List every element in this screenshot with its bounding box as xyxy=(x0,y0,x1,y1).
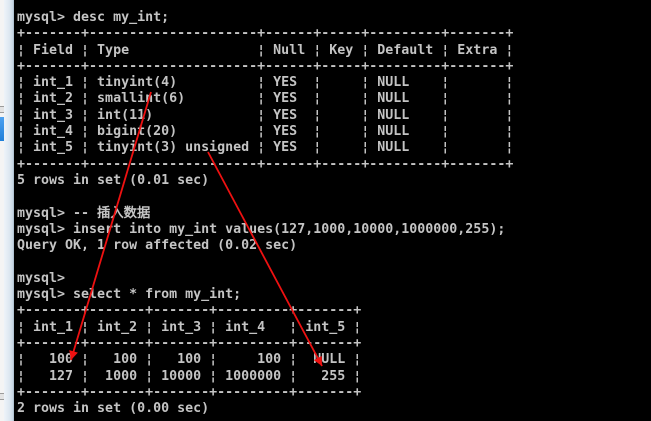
console-line: 2 rows in set (0.00 sec) xyxy=(17,401,210,417)
console-line: ¦ int_4 ¦ bigint(20) ¦ YES ¦ ¦ NULL ¦ ¦ xyxy=(17,124,514,140)
console-line: +-------+---------------------+------+--… xyxy=(17,58,514,74)
console-line: ¦ int_2 ¦ smallint(6) ¦ YES ¦ ¦ NULL ¦ ¦ xyxy=(17,91,514,107)
console-line: +-------+---------------------+------+--… xyxy=(17,26,514,42)
console-line: ¦ 127 ¦ 1000 ¦ 10000 ¦ 1000000 ¦ 255 ¦ xyxy=(17,368,362,384)
console-line: ¦ int_1 ¦ int_2 ¦ int_3 ¦ int_4 ¦ int_5 … xyxy=(17,319,362,335)
background-window-edge xyxy=(0,0,4,421)
console-line: +-------+-------+-------+---------+-----… xyxy=(17,384,362,400)
console-line: ¦ int_1 ¦ tinyint(4) ¦ YES ¦ ¦ NULL ¦ ¦ xyxy=(17,75,514,91)
console-line: +-------+-------+-------+---------+-----… xyxy=(17,335,362,351)
console-line: ¦ int_5 ¦ tinyint(3) unsigned ¦ YES ¦ ¦ … xyxy=(17,140,514,156)
console-line: mysql> insert into my_int values(127,100… xyxy=(17,221,506,237)
console-line: ¦ int_3 ¦ int(11) ¦ YES ¦ ¦ NULL ¦ ¦ xyxy=(17,107,514,123)
console-line: +-------+-------+-------+---------+-----… xyxy=(17,303,362,319)
console-line xyxy=(17,254,513,270)
mysql-console-window[interactable]: mysql> desc my_int; +-------+------------… xyxy=(14,0,651,421)
console-line: mysql> select * from my_int; xyxy=(17,287,242,303)
console-line: mysql> -- 插入数据 xyxy=(17,205,151,221)
console-line: Query OK, 1 row affected (0.02 sec) xyxy=(17,238,298,254)
console-line: +-------+---------------------+------+--… xyxy=(17,156,514,172)
console-line: ¦ 100 ¦ 100 ¦ 100 ¦ 100 ¦ NULL ¦ xyxy=(17,352,362,368)
console-line: mysql> desc my_int; xyxy=(17,10,170,25)
console-window-border[interactable] xyxy=(4,0,14,421)
console-output: mysql> desc my_int; +-------+------------… xyxy=(17,10,513,417)
console-line: ¦ Field ¦ Type ¦ Null ¦ Key ¦ Default ¦ … xyxy=(17,42,514,58)
console-line: mysql> xyxy=(17,270,66,286)
background-selected-item[interactable] xyxy=(0,117,4,141)
console-line xyxy=(17,189,513,205)
splitter-handle-bottom[interactable] xyxy=(0,393,4,400)
splitter-handle-top[interactable] xyxy=(0,106,4,113)
console-line: 5 rows in set (0.01 sec) xyxy=(17,172,210,188)
